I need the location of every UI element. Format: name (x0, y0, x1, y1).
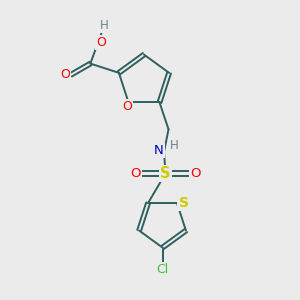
Text: S: S (178, 196, 189, 210)
Text: O: O (96, 36, 106, 49)
Text: N: N (154, 144, 164, 157)
Text: H: H (100, 19, 109, 32)
Text: O: O (190, 167, 201, 180)
Text: S: S (160, 166, 171, 181)
Text: O: O (61, 68, 70, 81)
Text: Cl: Cl (156, 263, 169, 276)
Text: O: O (130, 167, 141, 180)
Text: O: O (122, 100, 132, 113)
Text: H: H (170, 140, 179, 152)
